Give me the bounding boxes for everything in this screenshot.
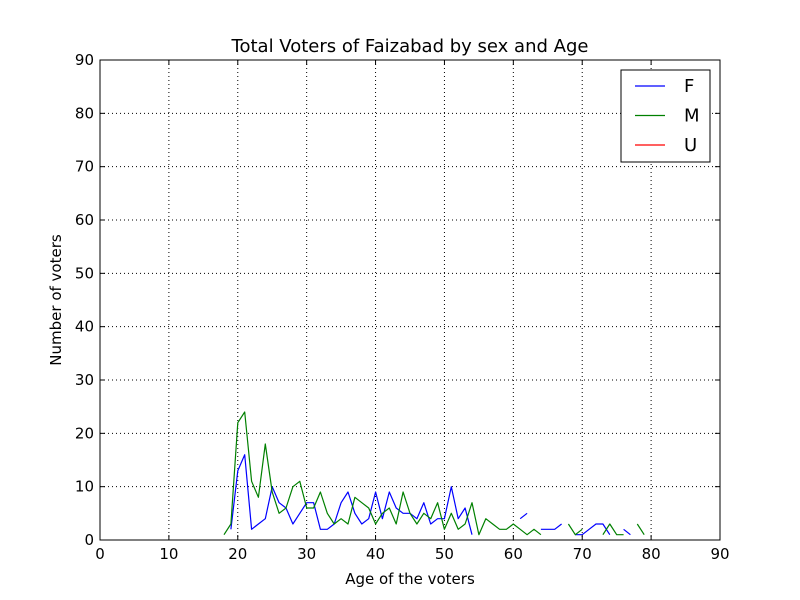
- series-f-line: [540, 523, 562, 530]
- x-tick-label: 80: [642, 545, 661, 563]
- y-tick-label: 40: [75, 318, 94, 336]
- y-tick-label: 50: [75, 264, 94, 282]
- legend-label-m: M: [684, 106, 700, 127]
- chart-title: Total Voters of Faizabad by sex and Age: [231, 36, 589, 57]
- series-f: [230, 454, 631, 536]
- series-layer: [223, 411, 645, 536]
- series-f-line: [575, 523, 611, 536]
- x-tick-label: 40: [366, 545, 385, 563]
- y-tick-label: 90: [75, 51, 94, 69]
- x-axis-label: Age of the voters: [345, 570, 475, 588]
- legend: FMU: [620, 69, 711, 163]
- x-tick-label: 90: [710, 545, 729, 563]
- plot-frame: [99, 59, 721, 541]
- x-tick-label: 60: [504, 545, 523, 563]
- grid: [99, 59, 721, 541]
- y-tick-label: 0: [84, 531, 94, 549]
- x-tick-label: 30: [297, 545, 316, 563]
- series-f-line: [230, 454, 473, 535]
- y-tick-label: 70: [75, 158, 94, 176]
- x-tick-label: 50: [435, 545, 454, 563]
- ticks: 0 10 20 30 40 50 60 70 80 90 0 10 20 30 40 50 60 70 80 90: [75, 51, 730, 563]
- x-tick-label: 70: [573, 545, 592, 563]
- x-tick-label: 10: [159, 545, 178, 563]
- series-m-line: [567, 523, 583, 536]
- y-tick-label: 10: [75, 478, 94, 496]
- y-tick-label: 80: [75, 104, 94, 122]
- series-f-line: [623, 528, 631, 536]
- y-tick-label: 30: [75, 371, 94, 389]
- y-tick-label: 20: [75, 424, 94, 442]
- series-m: [223, 411, 645, 536]
- plot-area: [100, 60, 720, 540]
- legend-label-u: U: [684, 135, 697, 156]
- series-m-line: [636, 523, 645, 536]
- legend-label-f: F: [684, 76, 694, 97]
- x-tick-label: 20: [228, 545, 247, 563]
- x-tick-label: 0: [95, 545, 105, 563]
- y-tick-label: 60: [75, 211, 94, 229]
- y-axis-label: Number of voters: [47, 234, 65, 366]
- series-f-line: [519, 512, 528, 520]
- series-m-line: [223, 411, 542, 536]
- series-m-line: [602, 523, 624, 536]
